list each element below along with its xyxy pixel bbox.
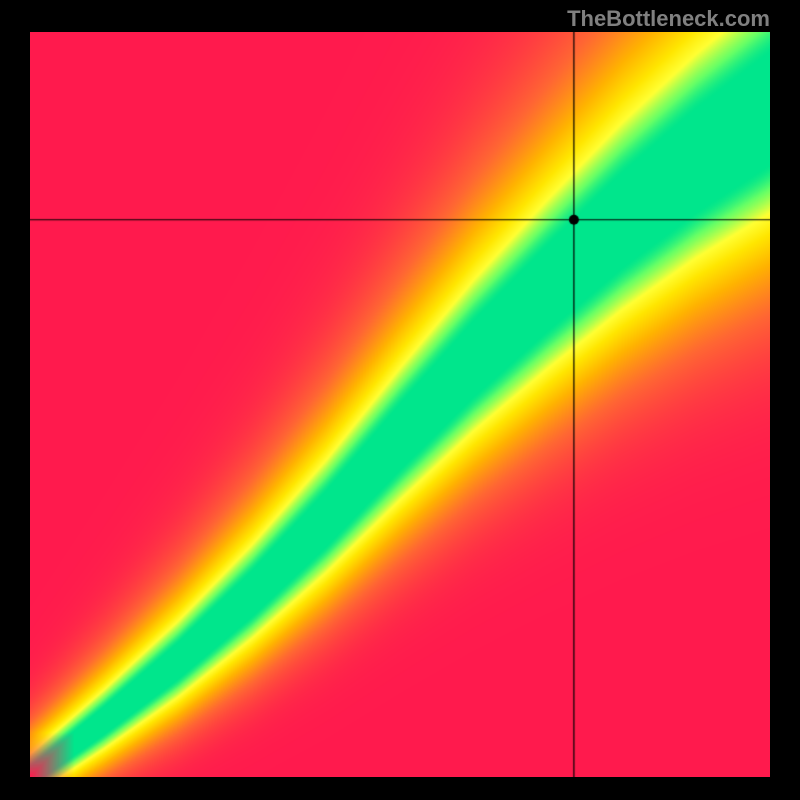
watermark-text: TheBottleneck.com [567, 6, 770, 32]
bottleneck-heatmap [30, 32, 770, 777]
chart-container: TheBottleneck.com [0, 0, 800, 800]
